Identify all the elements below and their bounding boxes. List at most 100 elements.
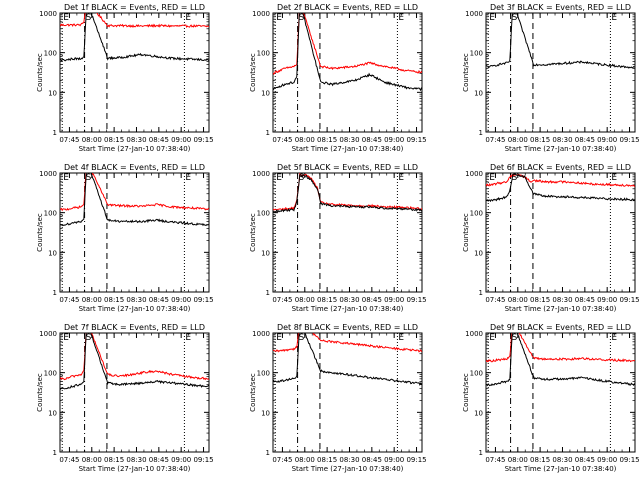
- series-line-lld: [486, 173, 635, 187]
- plot-frame: [272, 12, 423, 133]
- y-tick-label: 100: [257, 210, 270, 218]
- x-tick-label: 08:00: [295, 296, 315, 304]
- y-axis-label: Counts/sec: [462, 373, 470, 412]
- x-tick-label: 07:45: [272, 456, 292, 464]
- detector-panel-1: Det 1f BLACK = Events, RED = LLD 1 10 100 10…: [36, 3, 214, 153]
- detector-panel-9: Det 9f BLACK = Events, RED = LLD 1 10 100 10…: [462, 323, 640, 473]
- series-line-lld: [486, 333, 635, 363]
- panel-title: Det 8f BLACK = Events, RED = LLD: [277, 323, 418, 332]
- marker-label: E: [185, 173, 191, 183]
- x-tick-label: 08:45: [362, 456, 382, 464]
- series-line-events: [273, 174, 422, 213]
- marker-label: S: [86, 333, 92, 343]
- x-tick-label: 08:30: [339, 296, 359, 304]
- marker-label: E: [276, 173, 282, 183]
- x-axis-label: Start Time (27-Jan-10 07:38:40): [292, 145, 404, 153]
- detector-panel-5: Det 5f BLACK = Events, RED = LLD 1 10 100 10…: [249, 163, 427, 313]
- plot-frame: [485, 12, 636, 133]
- y-tick-label: 1: [53, 289, 57, 297]
- y-tick-label: 1000: [252, 10, 270, 18]
- x-tick-label: 08:45: [362, 296, 382, 304]
- x-tick-label: 07:45: [59, 456, 79, 464]
- y-tick-label: 1: [479, 289, 483, 297]
- x-tick-label: 08:30: [552, 456, 572, 464]
- y-tick-label: 100: [257, 370, 270, 378]
- x-axis-label: Start Time (27-Jan-10 07:38:40): [79, 305, 191, 313]
- series-line-lld: [273, 333, 422, 353]
- marker-label: E: [489, 173, 495, 183]
- y-axis-label: Counts/sec: [36, 373, 44, 412]
- x-tick-label: 08:45: [149, 456, 169, 464]
- x-tick-label: 07:45: [59, 296, 79, 304]
- y-tick-label: 10: [48, 89, 57, 97]
- y-tick-label: 1: [53, 449, 57, 457]
- marker-label: E: [489, 13, 495, 23]
- marker-label: S: [299, 333, 305, 343]
- x-tick-label: 08:15: [317, 296, 337, 304]
- x-tick-label: 08:15: [530, 136, 550, 144]
- x-tick-label: 08:45: [362, 136, 382, 144]
- x-tick-label: 07:45: [59, 136, 79, 144]
- x-tick-label: 09:15: [406, 136, 426, 144]
- detector-panel-7: Det 7f BLACK = Events, RED = LLD 1 10 100 10…: [36, 323, 214, 473]
- x-tick-label: 09:15: [619, 456, 639, 464]
- panel-title: Det 4f BLACK = Events, RED = LLD: [64, 163, 205, 172]
- y-axis-label: Counts/sec: [36, 53, 44, 92]
- x-tick-label: 08:15: [530, 456, 550, 464]
- y-tick-label: 1: [266, 449, 270, 457]
- x-tick-label: 07:45: [272, 296, 292, 304]
- x-tick-label: 09:15: [193, 456, 213, 464]
- x-tick-label: 08:15: [530, 296, 550, 304]
- x-tick-label: 09:15: [406, 296, 426, 304]
- x-axis-label: Start Time (27-Jan-10 07:38:40): [292, 465, 404, 473]
- marker-label: E: [276, 333, 282, 343]
- marker-label: E: [398, 13, 404, 23]
- x-tick-label: 09:15: [406, 456, 426, 464]
- x-tick-label: 08:45: [575, 456, 595, 464]
- detector-panel-6: Det 6f BLACK = Events, RED = LLD 1 10 100 10…: [462, 163, 640, 313]
- x-tick-label: 08:30: [339, 456, 359, 464]
- y-tick-label: 100: [44, 370, 57, 378]
- x-tick-label: 08:30: [126, 136, 146, 144]
- marker-label: E: [611, 173, 617, 183]
- panel-title: Det 2f BLACK = Events, RED = LLD: [277, 3, 418, 12]
- y-tick-label: 100: [470, 210, 483, 218]
- plot-frame: [485, 332, 636, 453]
- y-tick-label: 1000: [39, 330, 57, 338]
- x-tick-label: 08:00: [295, 456, 315, 464]
- marker-label: S: [86, 13, 92, 23]
- x-tick-label: 07:45: [272, 136, 292, 144]
- detector-panel-3: Det 3f BLACK = Events, RED = LLD 1 10 100 10…: [462, 3, 640, 153]
- x-tick-label: 08:15: [104, 296, 124, 304]
- y-tick-label: 1: [266, 129, 270, 137]
- x-axis-label: Start Time (27-Jan-10 07:38:40): [292, 305, 404, 313]
- y-axis-label: Counts/sec: [249, 213, 257, 252]
- x-tick-label: 09:00: [171, 136, 191, 144]
- panel-title: Det 9f BLACK = Events, RED = LLD: [490, 323, 631, 332]
- panel-title: Det 1f BLACK = Events, RED = LLD: [64, 3, 205, 12]
- plot-frame: [485, 172, 636, 293]
- panel-title: Det 3f BLACK = Events, RED = LLD: [490, 3, 631, 12]
- series-line-events: [273, 333, 422, 386]
- x-tick-label: 09:00: [597, 296, 617, 304]
- plot-frame: [272, 332, 423, 453]
- series-line-events: [60, 173, 209, 227]
- panel-title: Det 6f BLACK = Events, RED = LLD: [490, 163, 631, 172]
- y-tick-label: 10: [261, 249, 270, 257]
- y-tick-label: 100: [257, 50, 270, 58]
- y-tick-label: 100: [470, 50, 483, 58]
- x-tick-label: 08:45: [575, 136, 595, 144]
- x-tick-label: 08:30: [552, 296, 572, 304]
- y-tick-label: 100: [44, 210, 57, 218]
- x-tick-label: 08:00: [82, 136, 102, 144]
- y-tick-label: 1000: [252, 170, 270, 178]
- x-tick-label: 07:45: [485, 296, 505, 304]
- y-tick-label: 1000: [465, 330, 483, 338]
- y-tick-label: 1000: [465, 10, 483, 18]
- x-tick-label: 08:45: [575, 296, 595, 304]
- x-tick-label: 08:30: [126, 456, 146, 464]
- series-line-events: [486, 173, 635, 203]
- marker-label: E: [63, 333, 69, 343]
- x-tick-label: 08:45: [149, 136, 169, 144]
